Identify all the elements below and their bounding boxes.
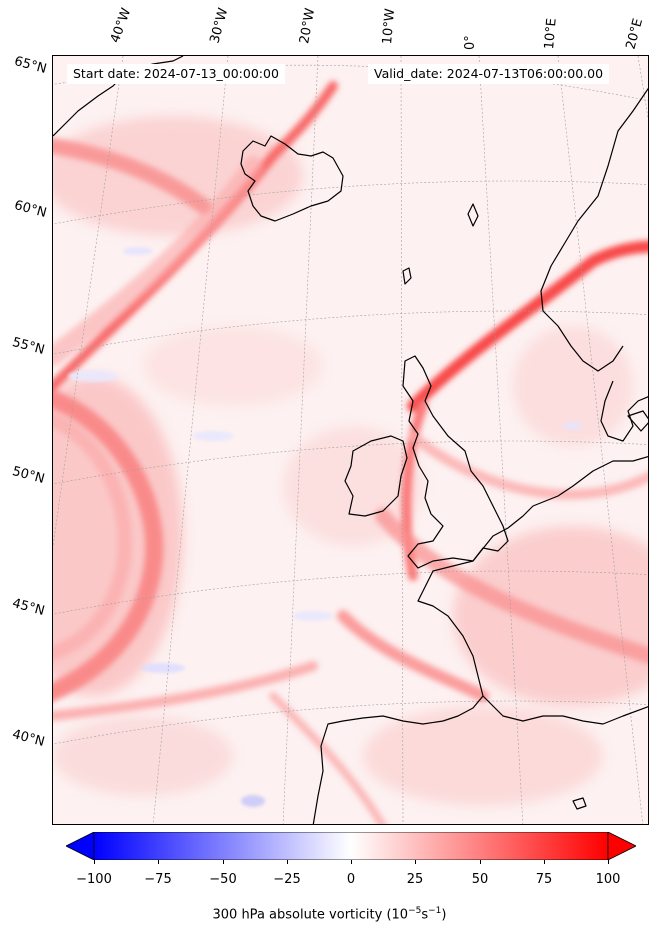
lat-label-55n: 55°N bbox=[10, 335, 47, 358]
lon-label-0: 0° bbox=[463, 35, 478, 50]
colorbar-extend-min bbox=[65, 831, 95, 861]
vorticity-field bbox=[53, 81, 648, 824]
lon-label-40w: 40°W bbox=[107, 6, 135, 45]
coastlines bbox=[53, 56, 648, 824]
lat-label-65n: 65°N bbox=[12, 54, 49, 77]
colorbar-label-exp1: −5 bbox=[408, 906, 422, 916]
lat-label-60n: 60°N bbox=[12, 198, 49, 221]
norway-coast bbox=[540, 87, 648, 372]
colorbar-tick-mark bbox=[158, 860, 159, 864]
colorbar-tick-label: −75 bbox=[144, 872, 172, 887]
colorbar-tick-mark bbox=[415, 860, 416, 864]
colorbar-tick-mark bbox=[351, 860, 352, 864]
colorbar-label: 300 hPa absolute vorticity (10−5s−1) bbox=[0, 906, 659, 922]
great-britain-coast bbox=[402, 355, 509, 569]
iceland-coast bbox=[240, 135, 344, 222]
lon-label-20e: 20°E bbox=[623, 16, 647, 51]
colorbar-label-prefix: 300 hPa absolute vorticity (10 bbox=[212, 907, 409, 923]
colorbar-tick-mark bbox=[480, 860, 481, 864]
continental-coast bbox=[312, 455, 648, 824]
colorbar-tick-label: −25 bbox=[273, 872, 301, 887]
lat-label-50n: 50°N bbox=[10, 464, 47, 487]
colorbar-tick-mark bbox=[608, 860, 609, 864]
ireland-coast bbox=[344, 435, 408, 517]
colorbar-tick-label: 75 bbox=[535, 872, 553, 887]
lat-label-40n: 40°N bbox=[10, 727, 47, 750]
colorbar-label-mid: s bbox=[421, 907, 429, 923]
faroe-coast bbox=[402, 267, 412, 285]
shetland bbox=[467, 203, 479, 227]
start-date-label: Start date: 2024-07-13_00:00:00 bbox=[67, 64, 285, 84]
colorbar-tick-label: 50 bbox=[471, 872, 489, 887]
colorbar-tick-label: 25 bbox=[406, 872, 424, 887]
mediterranean-coast bbox=[482, 695, 648, 725]
lon-label-10e: 10°E bbox=[542, 17, 560, 51]
map-canvas bbox=[53, 56, 648, 824]
colorbar-label-suffix: ) bbox=[441, 907, 447, 923]
colorbar-tick-mark bbox=[94, 860, 95, 864]
vorticity-map bbox=[52, 55, 649, 825]
baltic-islands bbox=[627, 410, 648, 432]
lon-label-20w: 20°W bbox=[297, 7, 319, 46]
balearic-island bbox=[572, 797, 587, 810]
colorbar-tick-label: −50 bbox=[209, 872, 237, 887]
lon-label-10w: 10°W bbox=[380, 7, 399, 45]
colorbar-label-exp2: −1 bbox=[428, 906, 442, 916]
colorbar-tick-mark bbox=[287, 860, 288, 864]
colorbar-tick-label: 0 bbox=[346, 872, 356, 887]
colorbar-extend-max bbox=[607, 831, 637, 861]
lon-label-30w: 30°W bbox=[207, 6, 232, 45]
colorbar-tick-label: −100 bbox=[76, 872, 112, 887]
valid-date-label: Valid_date: 2024-07-13T06:00:00.00 bbox=[368, 64, 610, 84]
colorbar-body bbox=[93, 831, 609, 861]
colorbar-tick-mark bbox=[544, 860, 545, 864]
colorbar-tick-label: 100 bbox=[595, 872, 621, 887]
colorbar-tick-mark bbox=[223, 860, 224, 864]
denmark-coast bbox=[600, 380, 648, 442]
colorbar-graphic bbox=[65, 831, 637, 861]
lat-label-45n: 45°N bbox=[10, 596, 47, 619]
colorbar bbox=[65, 831, 637, 861]
